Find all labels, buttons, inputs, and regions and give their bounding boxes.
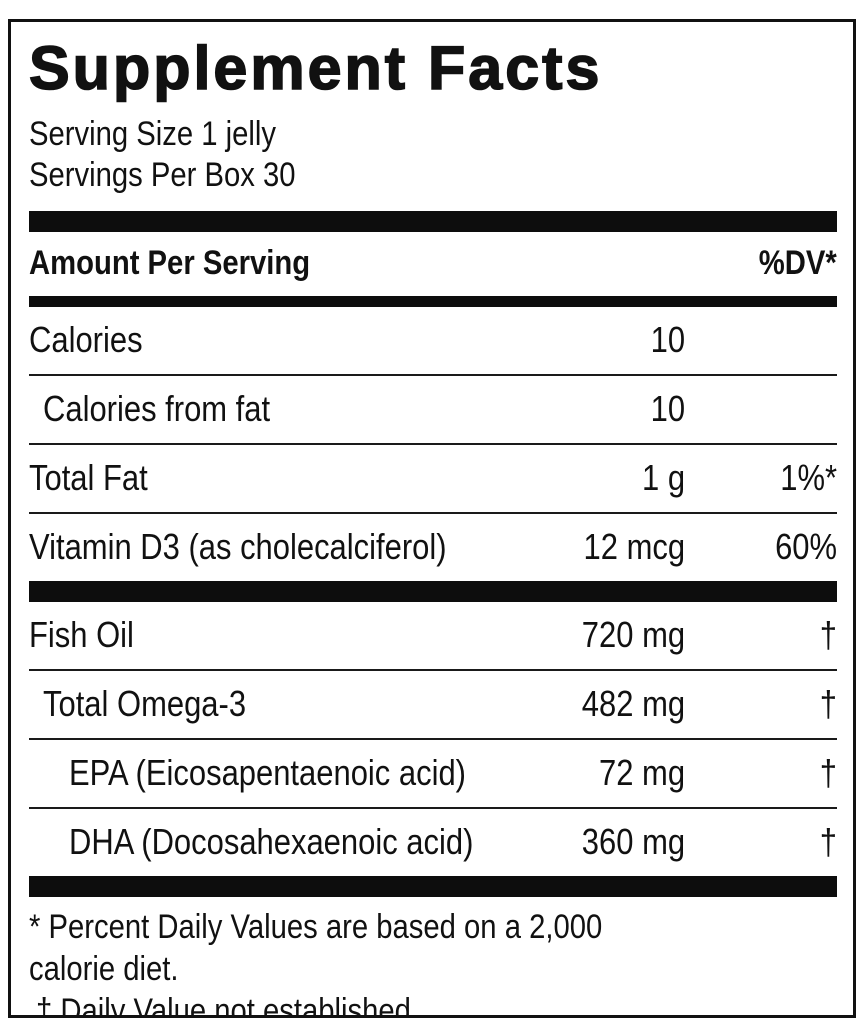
nutrient-amount: 10	[650, 318, 685, 360]
nutrient-row: Calories from fat 10	[29, 376, 837, 443]
section-bar	[29, 295, 837, 307]
nutrient-name: Calories	[29, 318, 143, 360]
nutrient-dv: †	[819, 820, 837, 862]
nutrient-row: Vitamin D3 (as cholecalciferol) 12 mcg 6…	[29, 514, 837, 581]
section-bar	[29, 875, 837, 897]
column-header-amount: Amount Per Serving	[29, 243, 311, 282]
nutrient-dv: 1%*	[780, 456, 837, 498]
nutrient-row: EPA (Eicosapentaenoic acid) 72 mg †	[29, 740, 837, 807]
serving-info: Serving Size 1 jelly Servings Per Box 30	[29, 114, 837, 196]
row-separator	[29, 668, 837, 671]
column-header-dv: %DV*	[758, 243, 837, 282]
section-bar	[29, 580, 837, 602]
page-title: Supplement Facts	[28, 34, 603, 102]
nutrient-amount: 72 mg	[598, 751, 685, 793]
nutrient-row: DHA (Docosahexaenoic acid) 360 mg †	[29, 809, 837, 876]
nutrient-row: Total Omega-3 482 mg †	[29, 671, 837, 738]
nutrient-amount: 482 mg	[581, 682, 685, 724]
nutrient-amount: 10	[650, 387, 685, 429]
nutrient-dv: †	[819, 682, 837, 724]
row-separator	[29, 737, 837, 740]
nutrient-name: Total Omega-3	[43, 682, 247, 724]
nutrient-row: Total Fat 1 g 1%*	[29, 445, 837, 512]
nutrient-name: EPA (Eicosapentaenoic acid)	[69, 751, 466, 793]
row-separator	[29, 373, 837, 376]
row-separator	[29, 511, 837, 514]
row-separator	[29, 442, 837, 445]
supplement-facts-label: Supplement Facts Serving Size 1 jelly Se…	[8, 19, 856, 1018]
servings-per-box: Servings Per Box 30	[29, 155, 296, 194]
footnote-dv-not-established: † Daily Value not established.	[36, 991, 420, 1018]
nutrient-amount: 12 mcg	[583, 525, 685, 567]
nutrient-row: Calories 10	[29, 307, 837, 374]
nutrient-dv: †	[819, 751, 837, 793]
column-header-row: Amount Per Serving %DV*	[29, 232, 837, 296]
nutrient-amount: 720 mg	[581, 613, 685, 655]
nutrient-amount: 360 mg	[581, 820, 685, 862]
footnote-dv-basis: * Percent Daily Values are based on a 2,…	[29, 907, 603, 988]
nutrient-dv: †	[819, 613, 837, 655]
nutrient-name: Vitamin D3 (as cholecalciferol)	[29, 525, 447, 567]
row-separator	[29, 806, 837, 809]
section-bar	[29, 210, 837, 232]
nutrient-name: Total Fat	[29, 456, 148, 498]
nutrient-row: Fish Oil 720 mg †	[29, 602, 837, 669]
footnotes: * Percent Daily Values are based on a 2,…	[29, 906, 837, 1018]
nutrient-name: DHA (Docosahexaenoic acid)	[69, 820, 474, 862]
serving-size: Serving Size 1 jelly	[29, 114, 277, 153]
nutrient-amount: 1 g	[641, 456, 685, 498]
nutrient-name: Fish Oil	[29, 613, 134, 655]
nutrient-dv: 60%	[775, 525, 837, 567]
nutrient-name: Calories from fat	[43, 387, 271, 429]
